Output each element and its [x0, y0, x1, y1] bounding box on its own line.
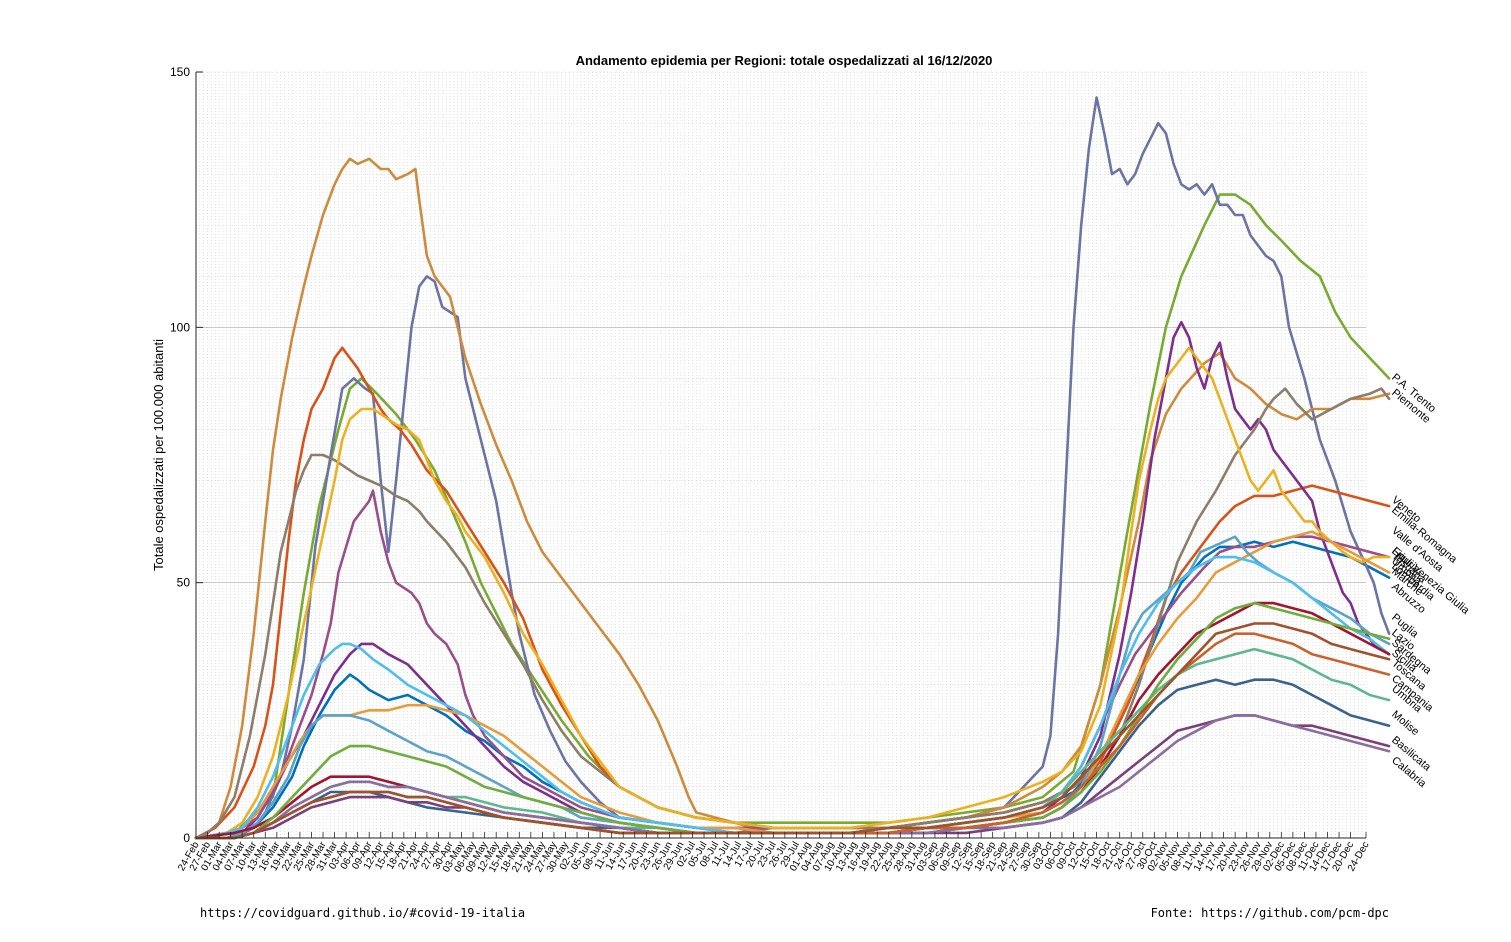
series-line-lombardia: [194, 157, 1391, 840]
y-axis-label: Totale ospedalizzati per 100.000 abitant…: [151, 339, 166, 571]
y-tick-labels: 0 50 100 150: [170, 65, 190, 845]
grid-layer: [195, 71, 1367, 839]
chart-title: Andamento epidemia per Regioni: totale o…: [576, 53, 993, 68]
axes-layer: [195, 71, 1367, 839]
y-tick-label: 100: [170, 320, 190, 334]
series-end-labels: P.A. TrentoPiemonteVenetoEmilia-RomagnaV…: [1389, 372, 1472, 791]
series-line-lazio: [194, 555, 1391, 840]
series-line-emilia-romagna: [194, 387, 1391, 840]
series-line-p-a-trento: [194, 193, 1391, 840]
y-tick-label: 50: [177, 576, 191, 590]
footer-data-source: Fonte: https://github.com/pcm-dpc: [1150, 906, 1389, 920]
y-tick-label: 150: [170, 65, 190, 79]
series-line-campania: [194, 647, 1391, 840]
x-tick-labels: 24-Feb27-Feb01-Mar04-Mar07-Mar10-Mar13-M…: [176, 839, 1371, 874]
series-line-molise: [194, 678, 1391, 840]
series-line-liguria: [194, 489, 1391, 840]
y-tick-label: 0: [183, 831, 190, 845]
series-line-marche: [194, 346, 1391, 840]
footer-source-site: https://covidguard.github.io/#covid-19-i…: [200, 906, 526, 920]
series-line-sardegna: [194, 622, 1391, 840]
